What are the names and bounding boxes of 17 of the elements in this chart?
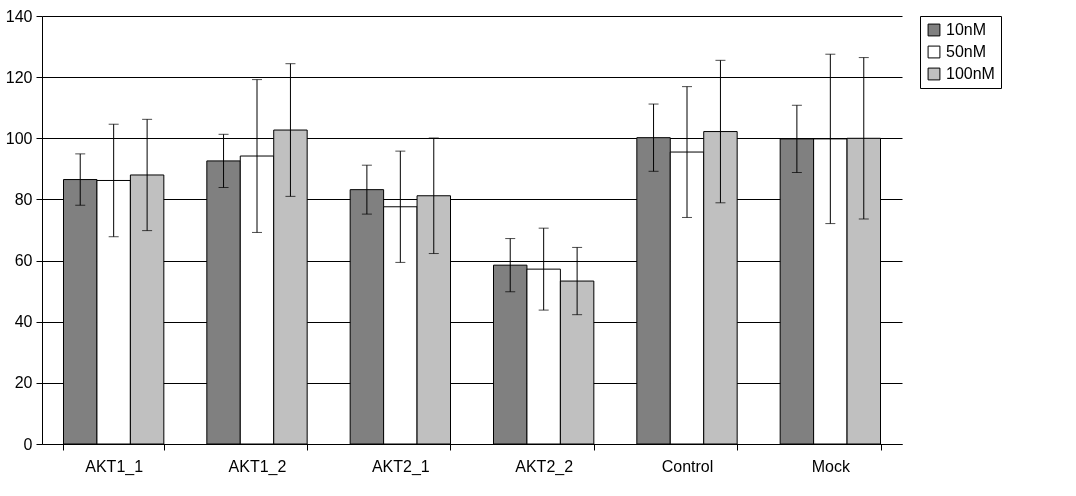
x-tick-label: AKT2_1 xyxy=(371,457,430,476)
y-tick-label: 20 xyxy=(14,374,33,392)
y-tick-label: 140 xyxy=(5,7,33,25)
x-tick-label: AKT1_2 xyxy=(228,457,287,476)
y-tick-label: 120 xyxy=(5,68,33,86)
y-tick-label: 0 xyxy=(23,435,33,453)
x-tick-label: Mock xyxy=(811,457,851,475)
legend-label: 50nM xyxy=(946,43,987,60)
x-tick-label: Control xyxy=(661,457,714,475)
y-tick-label: 80 xyxy=(14,190,33,208)
y-tick-label: 40 xyxy=(14,313,33,331)
legend-label: 10nM xyxy=(946,21,987,38)
y-tick-label: 60 xyxy=(14,252,33,270)
x-tick-label: AKT2_2 xyxy=(515,457,574,476)
y-tick-label: 100 xyxy=(5,129,33,147)
legend-label: 100nM xyxy=(946,65,995,82)
x-tick-label: AKT1_1 xyxy=(85,457,144,476)
